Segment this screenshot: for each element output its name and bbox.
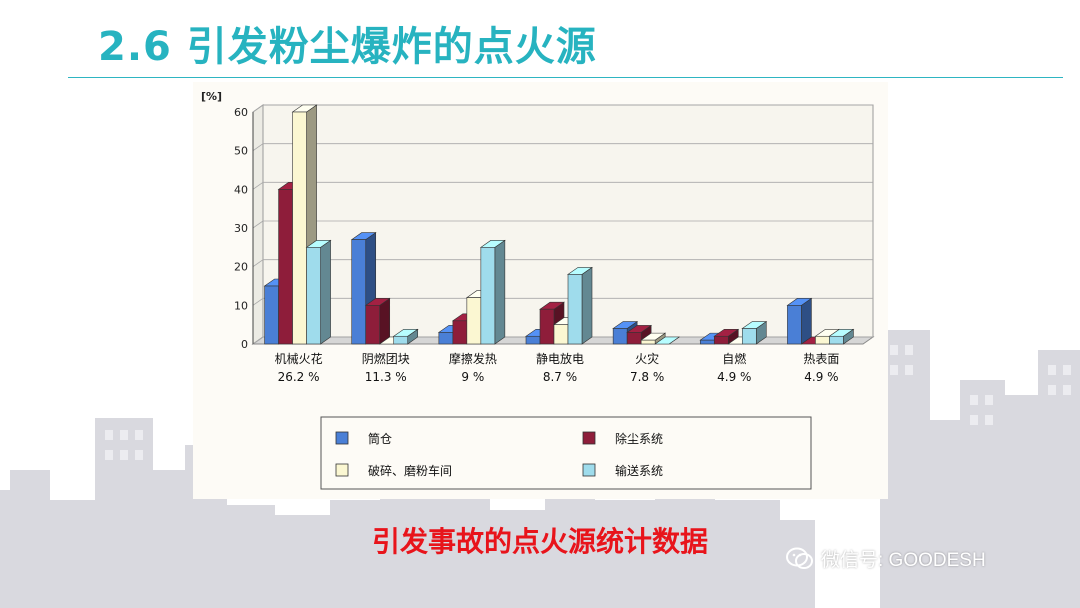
bar-front <box>292 111 307 345</box>
bar-front <box>365 305 381 345</box>
legend-label: 输送系统 <box>615 463 663 478</box>
y-gridline-side <box>252 104 264 113</box>
legend-swatch <box>582 431 596 445</box>
y-tick-label: 0 <box>241 338 248 351</box>
bar-2-3 <box>479 239 506 345</box>
bar-front <box>264 285 279 345</box>
y-gridline-side <box>252 182 264 190</box>
legend-swatch <box>335 431 349 445</box>
bar-front <box>480 247 496 345</box>
bar-side <box>801 297 812 345</box>
y-tick-label: 50 <box>234 145 248 158</box>
ignition-source-bar-chart: 0 10 20 30 40 50 60 [%] 机械火花 26.2 % 阴燃团块 11.3 % 摩擦发热… <box>201 90 875 490</box>
bar-6-0 <box>786 297 813 345</box>
bar-4-2 <box>640 332 667 345</box>
x-category-share: 8.7 % <box>543 370 577 384</box>
bar-side <box>320 239 331 345</box>
y-gridline-side <box>252 259 264 267</box>
bar-side <box>379 297 391 345</box>
bar-6-3 <box>828 328 855 345</box>
bar-front <box>612 328 628 345</box>
bar-front <box>278 189 293 345</box>
bar-front <box>741 328 757 345</box>
x-category-label: 热表面 <box>803 352 839 366</box>
legend-box <box>320 416 812 490</box>
bar-side <box>581 266 593 345</box>
x-category-share: 4.9 % <box>717 370 751 384</box>
bar-front <box>351 239 367 345</box>
y-gridline-side <box>252 220 264 229</box>
bar-0-3 <box>305 239 332 345</box>
x-category-label: 静电放电 <box>536 351 584 366</box>
x-category-share: 11.3 % <box>365 370 407 384</box>
bar-front <box>452 320 468 345</box>
bar-4-3 <box>654 336 681 345</box>
bar-front <box>815 335 830 345</box>
legend-swatch <box>582 463 596 477</box>
y-gridline-side <box>252 143 264 151</box>
x-category-label: 机械火花 <box>275 351 323 366</box>
y-gridline-side <box>252 298 264 306</box>
bar-3-3 <box>567 266 593 345</box>
bar-front <box>393 335 409 345</box>
legend-label: 除尘系统 <box>615 431 663 446</box>
bar-front <box>713 335 729 345</box>
legend-label: 破碎、磨粉车间 <box>368 463 452 478</box>
x-category-share: 26.2 % <box>278 370 320 384</box>
bar-front <box>567 274 583 345</box>
bar-1-1 <box>364 297 391 345</box>
bar-front <box>539 308 555 345</box>
y-tick-label: 60 <box>234 106 248 119</box>
bar-front <box>787 305 802 345</box>
bar-front <box>525 335 541 345</box>
bar-front <box>699 339 715 345</box>
legend-swatch <box>335 463 349 477</box>
wechat-id-text: 微信号: GOODESH <box>821 550 986 571</box>
y-tick-label: 10 <box>234 299 248 312</box>
bar-front <box>553 324 569 345</box>
title-divider <box>68 77 1063 78</box>
bar-5-3 <box>741 320 768 345</box>
bar-side <box>494 239 506 345</box>
wechat-icon <box>786 547 813 569</box>
legend-label: 筒仓 <box>368 431 392 446</box>
bar-1-3 <box>392 328 419 345</box>
y-axis-label: [%] <box>201 90 222 103</box>
chart-panel: 0 10 20 30 40 50 60 [%] 机械火花 26.2 % 阴燃团块 11.3 % 摩擦发热… <box>193 82 888 499</box>
x-category-label: 摩擦发热 <box>449 351 497 366</box>
bar-front <box>626 332 642 345</box>
bar-front <box>466 297 482 345</box>
bar-front <box>640 339 656 345</box>
slide-title: 2.6 引发粉尘爆炸的点火源 <box>98 24 597 70</box>
y-tick-label: 20 <box>234 261 248 274</box>
bar-front <box>438 332 454 345</box>
y-tick-label: 30 <box>234 222 248 235</box>
bar-front <box>829 335 844 345</box>
x-category-share: 9 % <box>461 370 484 384</box>
bar-top <box>654 336 681 345</box>
x-category-label: 火灾 <box>635 351 659 366</box>
x-category-share: 7.8 % <box>630 370 664 384</box>
wechat-watermark: 微信号: GOODESH <box>785 545 986 572</box>
x-category-share: 4.9 % <box>804 370 838 384</box>
y-tick-label: 40 <box>234 183 248 196</box>
y-gridline-side <box>252 336 264 345</box>
x-category-label: 自燃 <box>722 351 746 366</box>
chart-caption: 引发事故的点火源统计数据 <box>371 525 708 558</box>
x-category-label: 阴燃团块 <box>362 351 410 366</box>
bar-front <box>306 247 321 345</box>
